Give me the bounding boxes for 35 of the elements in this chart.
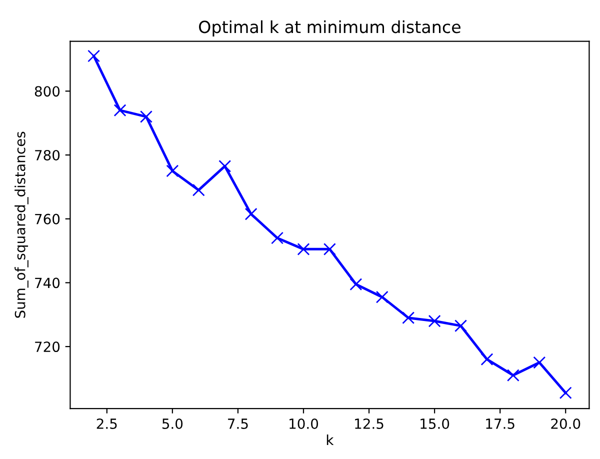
point: [114, 104, 126, 117]
point: [376, 290, 388, 304]
point: [350, 278, 362, 291]
point: [140, 110, 152, 123]
x-tick-label: 2.5: [96, 418, 117, 429]
y-tick-label: 720: [35, 342, 60, 352]
point: [428, 314, 441, 328]
x-tick-label: 20.0: [551, 418, 580, 429]
point: [533, 356, 546, 369]
y-tick-label: 760: [35, 214, 60, 224]
point: [402, 312, 415, 324]
point: [166, 164, 179, 178]
chart-title: Optimal k at minimum distance: [199, 20, 460, 36]
x-tick-label: 5.0: [162, 418, 183, 429]
x-tick-label: 17.5: [486, 418, 514, 429]
x-tick-label: 7.5: [228, 418, 248, 429]
point: [271, 232, 284, 244]
x-tick-label: 10.0: [290, 418, 318, 429]
x-tick-label: 12.5: [355, 418, 384, 429]
point: [244, 208, 258, 220]
point: [88, 50, 100, 62]
point: [192, 184, 205, 196]
point: [559, 386, 572, 400]
x-tick-label: 15.0: [420, 418, 450, 429]
y-tick-label: 780: [35, 150, 60, 160]
y-tick-label: 800: [34, 86, 60, 97]
y-tick-label: 740: [35, 278, 60, 288]
point: [323, 242, 336, 256]
point: [480, 353, 494, 366]
x-axis-title: k: [326, 434, 334, 446]
point: [218, 160, 232, 172]
y-axis-title: Sum_of_squared_distances: [14, 132, 28, 318]
point: [297, 242, 310, 256]
point: [454, 320, 468, 332]
point: [506, 369, 520, 382]
